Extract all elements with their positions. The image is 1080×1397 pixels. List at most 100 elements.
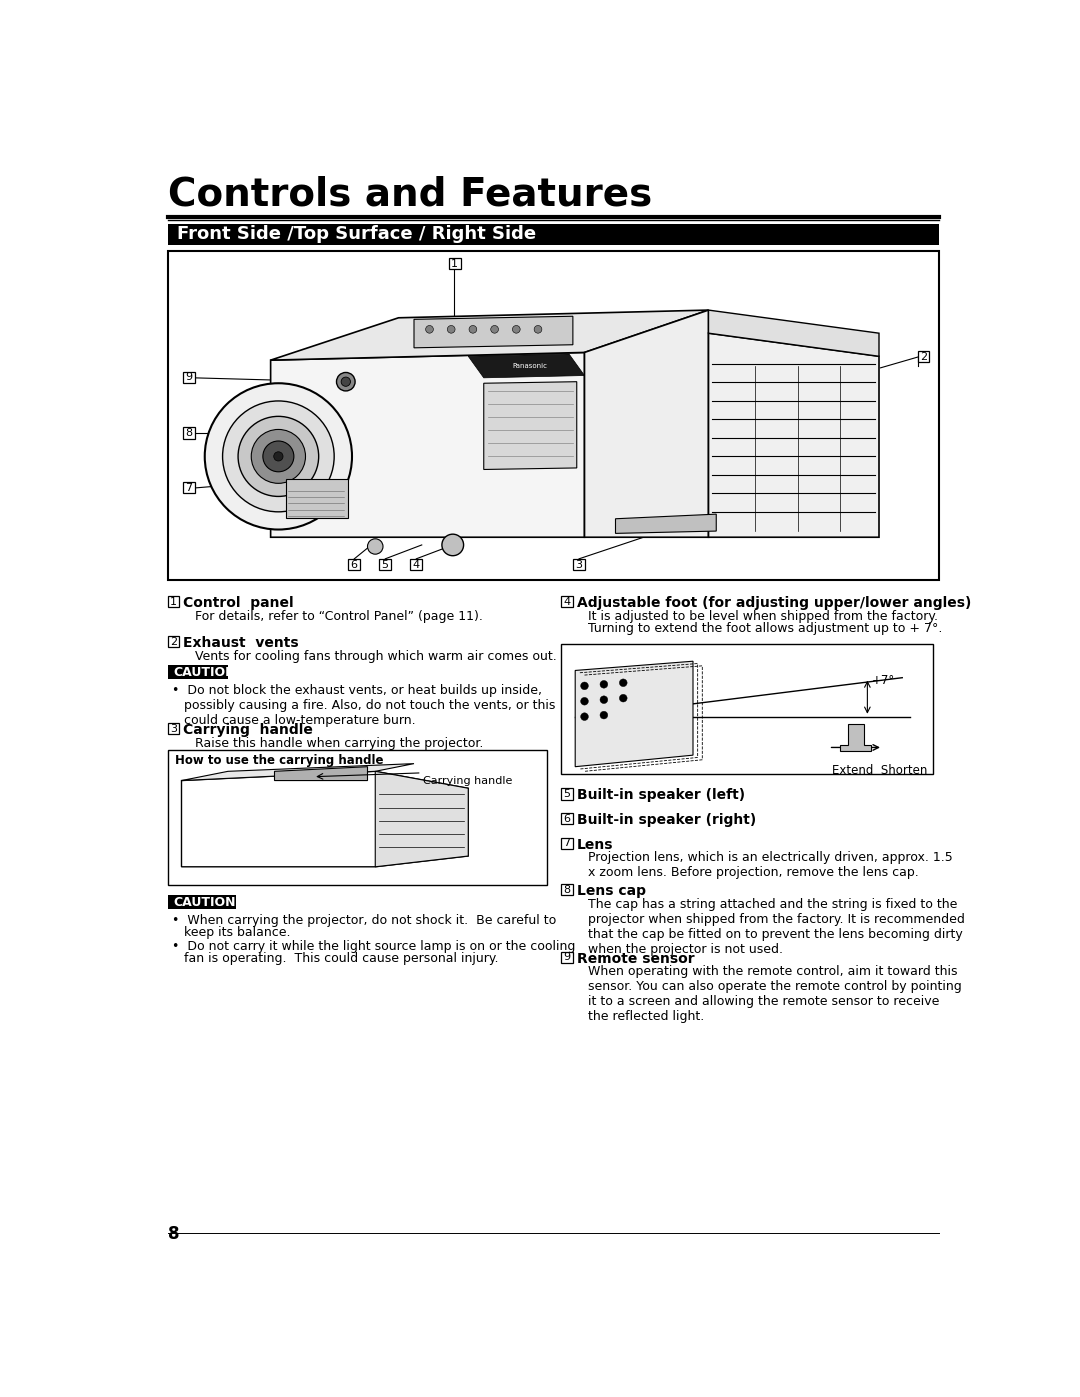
Bar xyxy=(167,665,228,679)
Text: 6: 6 xyxy=(564,813,570,824)
Bar xyxy=(167,750,548,884)
Text: Built-in speaker (left): Built-in speaker (left) xyxy=(577,788,745,802)
Circle shape xyxy=(367,539,383,555)
Text: fan is operating.  This could cause personal injury.: fan is operating. This could cause perso… xyxy=(172,953,499,965)
Polygon shape xyxy=(708,334,879,538)
Text: Built-in speaker (right): Built-in speaker (right) xyxy=(577,813,756,827)
Circle shape xyxy=(469,326,476,334)
Circle shape xyxy=(512,326,521,334)
Bar xyxy=(562,644,933,774)
Circle shape xyxy=(600,711,608,719)
Bar xyxy=(183,427,194,439)
Circle shape xyxy=(581,712,589,721)
Text: Remote sensor: Remote sensor xyxy=(577,951,694,965)
Text: 5: 5 xyxy=(564,789,570,799)
Text: Projection lens, which is an electrically driven, approx. 1.5
x zoom lens. Befor: Projection lens, which is an electricall… xyxy=(589,851,954,879)
Text: 8: 8 xyxy=(564,884,570,894)
Bar xyxy=(167,895,235,909)
Circle shape xyxy=(337,373,355,391)
Bar xyxy=(167,251,940,580)
Bar xyxy=(183,372,194,383)
Bar xyxy=(379,559,391,570)
Text: Vents for cooling fans through which warm air comes out.: Vents for cooling fans through which war… xyxy=(194,650,556,662)
Polygon shape xyxy=(469,353,584,377)
Circle shape xyxy=(619,694,627,703)
Circle shape xyxy=(341,377,350,387)
Bar xyxy=(286,479,348,518)
Bar xyxy=(562,884,572,895)
Polygon shape xyxy=(616,514,716,534)
Bar xyxy=(348,559,360,570)
Text: Lens cap: Lens cap xyxy=(577,884,646,898)
Bar xyxy=(562,813,572,824)
Polygon shape xyxy=(181,764,414,781)
Text: CAUTION: CAUTION xyxy=(174,666,237,679)
Polygon shape xyxy=(484,381,577,469)
Circle shape xyxy=(426,326,433,334)
Bar xyxy=(562,838,572,849)
Polygon shape xyxy=(375,771,469,866)
Text: The cap has a string attached and the string is fixed to the
projector when ship: The cap has a string attached and the st… xyxy=(589,898,966,956)
Text: •  Do not block the exhaust vents, or heat builds up inside,
   possibly causing: • Do not block the exhaust vents, or hea… xyxy=(172,685,555,728)
Text: Panasonic: Panasonic xyxy=(513,363,548,369)
Text: Lens: Lens xyxy=(577,838,613,852)
Text: How to use the carrying handle: How to use the carrying handle xyxy=(175,754,383,767)
Polygon shape xyxy=(271,310,708,360)
Text: 7: 7 xyxy=(186,482,192,493)
Text: 1: 1 xyxy=(451,258,458,268)
Text: Carrying handle: Carrying handle xyxy=(423,775,513,787)
Bar xyxy=(562,951,572,963)
Text: •  Do not carry it while the light source lamp is on or the cooling: • Do not carry it while the light source… xyxy=(172,940,576,953)
Circle shape xyxy=(600,680,608,689)
Polygon shape xyxy=(584,310,708,538)
Circle shape xyxy=(205,383,352,529)
Bar xyxy=(167,722,179,735)
Circle shape xyxy=(581,697,589,705)
Text: It is adjusted to be level when shipped from the factory.: It is adjusted to be level when shipped … xyxy=(589,609,939,623)
Circle shape xyxy=(262,441,294,472)
Circle shape xyxy=(619,679,627,686)
Text: 1: 1 xyxy=(170,597,177,606)
Text: 9: 9 xyxy=(564,953,570,963)
Text: Carrying  handle: Carrying handle xyxy=(183,722,313,736)
Polygon shape xyxy=(576,661,693,767)
Circle shape xyxy=(273,451,283,461)
Text: +7°: +7° xyxy=(872,673,895,687)
Circle shape xyxy=(442,534,463,556)
Text: •  When carrying the projector, do not shock it.  Be careful to: • When carrying the projector, do not sh… xyxy=(172,914,556,926)
Circle shape xyxy=(447,326,455,334)
Text: 2: 2 xyxy=(170,637,177,647)
Circle shape xyxy=(535,326,542,334)
Text: 6: 6 xyxy=(350,560,357,570)
Text: Front Side /Top Surface / Right Side: Front Side /Top Surface / Right Side xyxy=(177,225,536,243)
Polygon shape xyxy=(840,725,872,752)
Text: Turning to extend the foot allows adjustment up to + 7°.: Turning to extend the foot allows adjust… xyxy=(589,622,943,636)
Bar xyxy=(562,788,572,800)
Bar xyxy=(183,482,194,493)
Bar xyxy=(562,595,572,608)
Circle shape xyxy=(222,401,334,511)
Bar xyxy=(410,559,422,570)
Text: Exhaust  vents: Exhaust vents xyxy=(183,636,299,650)
Text: Adjustable foot (for adjusting upper/lower angles): Adjustable foot (for adjusting upper/low… xyxy=(577,595,971,609)
Polygon shape xyxy=(708,310,879,356)
Text: Raise this handle when carrying the projector.: Raise this handle when carrying the proj… xyxy=(194,736,483,750)
Bar xyxy=(167,595,179,608)
Text: 8: 8 xyxy=(167,1225,179,1243)
Text: Control  panel: Control panel xyxy=(183,595,294,609)
Bar xyxy=(918,351,930,362)
Text: keep its balance.: keep its balance. xyxy=(172,926,291,939)
Text: 4: 4 xyxy=(413,560,419,570)
Circle shape xyxy=(252,429,306,483)
Circle shape xyxy=(581,682,589,690)
Bar xyxy=(449,257,460,270)
Text: 3: 3 xyxy=(170,724,177,733)
Text: Controls and Features: Controls and Features xyxy=(167,176,652,214)
Text: 4: 4 xyxy=(564,597,570,606)
Polygon shape xyxy=(414,316,572,348)
Text: 7: 7 xyxy=(564,838,570,848)
Text: 2: 2 xyxy=(920,352,927,362)
Text: 5: 5 xyxy=(381,560,389,570)
Text: 8: 8 xyxy=(186,427,192,437)
Circle shape xyxy=(490,326,499,334)
